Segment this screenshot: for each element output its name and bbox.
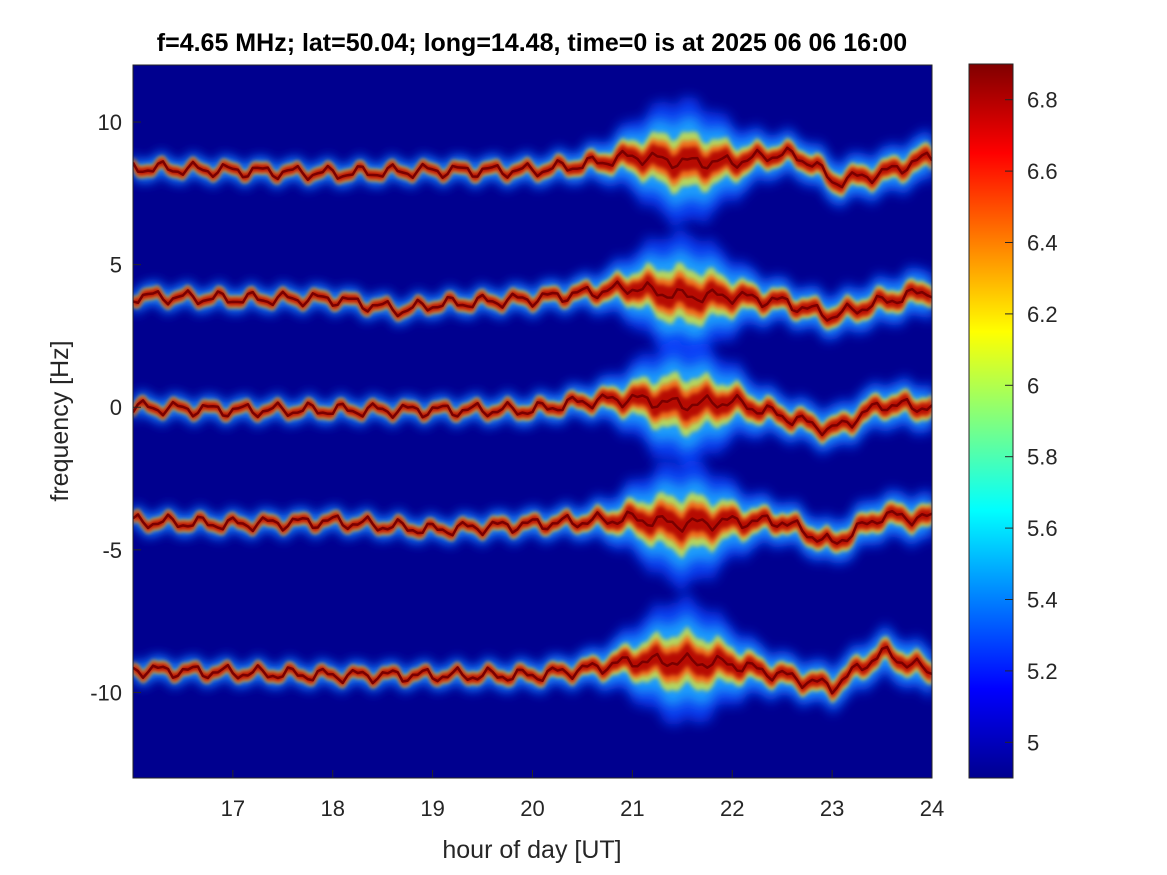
trace-ridge	[133, 146, 932, 189]
colorbar-tick-label: 6.2	[1027, 302, 1058, 327]
colorbar-tick-label: 5	[1027, 730, 1039, 755]
y-tick-label: -10	[90, 680, 122, 705]
trace-layer	[133, 96, 932, 727]
colorbar-tick-label: 5.2	[1027, 659, 1058, 684]
colorbar-tick-label: 6.4	[1027, 231, 1058, 256]
colorbar-tick-label: 6.6	[1027, 159, 1058, 184]
trace-ridge	[133, 280, 932, 322]
trace-ridge	[133, 645, 932, 695]
y-tick-label: -5	[102, 538, 122, 563]
x-tick-label: 19	[420, 796, 444, 821]
trace-band	[133, 116, 932, 210]
y-axis: 10 5 0 -5 -10	[90, 110, 141, 705]
doppler-trace	[133, 457, 932, 594]
chart-title: f=4.65 MHz; lat=50.04; long=14.48, time=…	[157, 29, 907, 57]
trace-band	[133, 356, 932, 453]
trace-band	[133, 591, 932, 727]
colorbar-tick-label: 5.8	[1027, 445, 1058, 470]
plot-area	[132, 64, 933, 779]
x-axis-label: hour of day [UT]	[442, 836, 621, 864]
doppler-trace	[133, 96, 932, 229]
colorbar-tick-label: 5.6	[1027, 516, 1058, 541]
doppler-trace	[133, 336, 932, 473]
y-tick-label: 0	[110, 395, 122, 420]
colorbar: 6.8 6.6 6.4 6.2 6 5.8 5.6 5.4 5.2 5	[968, 63, 1058, 779]
trace-ridge	[133, 509, 932, 545]
x-tick-label: 21	[620, 796, 644, 821]
x-axis: 17 18 19 20 21 22 23 24	[221, 770, 944, 821]
doppler-trace	[133, 227, 932, 360]
x-tick-label: 24	[920, 796, 944, 821]
colorbar-gradient	[968, 63, 1014, 779]
doppler-trace	[133, 591, 932, 727]
y-axis-label: frequency [Hz]	[46, 340, 74, 501]
x-tick-label: 18	[321, 796, 345, 821]
x-tick-label: 17	[221, 796, 245, 821]
trace-band	[133, 268, 932, 328]
trace-band	[133, 611, 932, 709]
x-tick-label: 22	[720, 796, 744, 821]
trace-band	[133, 142, 932, 193]
colorbar-ticks: 6.8 6.6 6.4 6.2 6 5.8 5.6 5.4 5.2 5	[1005, 88, 1058, 755]
x-tick-label: 20	[520, 796, 544, 821]
colorbar-tick-label: 6.8	[1027, 88, 1058, 113]
colorbar-tick-label: 6	[1027, 373, 1039, 398]
y-tick-label: 5	[110, 253, 122, 278]
colorbar-tick-label: 5.4	[1027, 588, 1058, 613]
y-tick-label: 10	[98, 110, 122, 135]
trace-ridge	[133, 393, 932, 437]
trace-band	[133, 130, 932, 198]
x-tick-label: 23	[820, 796, 844, 821]
